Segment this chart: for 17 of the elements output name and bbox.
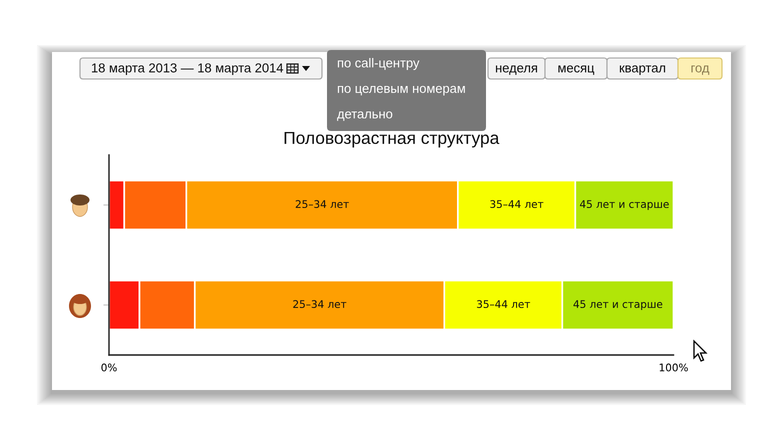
text: год bbox=[691, 65, 710, 75]
series-label: 35–44 лет bbox=[477, 300, 530, 308]
chart-title: Половозрастная структура bbox=[284, 132, 500, 148]
text: детально bbox=[337, 111, 392, 121]
text: по call-центру bbox=[338, 58, 420, 70]
text: по целевым номерам bbox=[338, 86, 465, 96]
text: неделя bbox=[496, 65, 538, 75]
x-tick-label: 100% bbox=[660, 364, 688, 372]
x-tick-label: 0% bbox=[101, 364, 117, 372]
text: 45 лет и старше bbox=[573, 300, 662, 310]
series-label: 25–34 лет bbox=[293, 300, 346, 308]
text: 18 марта 2013 — 18 марта 2014 bbox=[92, 63, 284, 76]
text: 35–44 лет bbox=[490, 200, 544, 208]
text: месяц bbox=[558, 65, 594, 75]
text: 25–34 лет bbox=[296, 200, 349, 208]
text: квартал bbox=[620, 65, 666, 76]
series-label: 45 лет и старше bbox=[580, 200, 669, 210]
